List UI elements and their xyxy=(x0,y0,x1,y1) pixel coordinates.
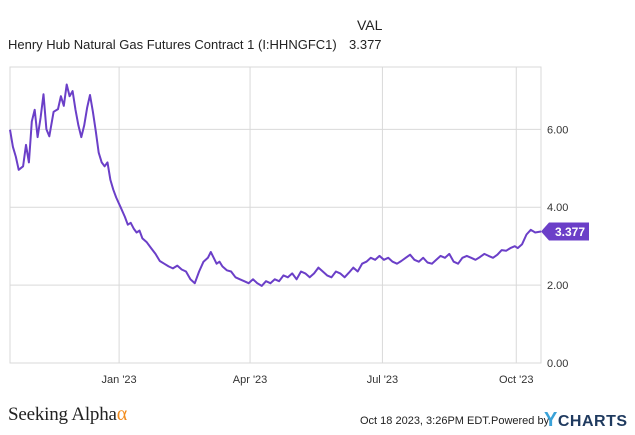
series-line xyxy=(9,83,542,287)
y-tick-label: 4.00 xyxy=(547,202,568,214)
grid-layer xyxy=(9,66,542,364)
series-layer xyxy=(9,83,542,287)
timestamp: Oct 18 2023, 3:26PM EDT. xyxy=(360,415,491,427)
x-tick-label: Oct '23 xyxy=(499,374,534,386)
series-label: Henry Hub Natural Gas Futures Contract 1… xyxy=(8,37,337,52)
seeking-alpha-logo-text: Seeking Alpha xyxy=(8,404,117,425)
seeking-alpha-logo: Seeking Alphaα xyxy=(8,403,127,426)
last-value-badge-shape xyxy=(541,222,589,241)
series-current-value: 3.377 xyxy=(349,37,382,52)
y-tick-label: 0.00 xyxy=(547,358,568,370)
x-tick-label: Apr '23 xyxy=(233,374,268,386)
x-axis-ticks: Jan '23 Apr '23 Jul '23 Oct '23 xyxy=(102,374,534,386)
x-tick-label: Jul '23 xyxy=(367,374,398,386)
powered-by-label: Powered by xyxy=(491,415,550,427)
value-column-header: VAL xyxy=(357,17,383,33)
alpha-icon: α xyxy=(116,403,128,425)
plot-frame xyxy=(9,66,542,364)
x-tick-label: Jan '23 xyxy=(102,374,137,386)
last-value-badge: 3.377 xyxy=(541,222,589,241)
y-tick-label: 6.00 xyxy=(547,124,568,136)
ycharts-logo: YCHARTS xyxy=(544,409,628,432)
chart-header: VAL Henry Hub Natural Gas Futures Contra… xyxy=(0,0,635,60)
y-axis-ticks: 0.00 2.00 4.00 6.00 xyxy=(547,124,568,370)
ycharts-logo-text: CHARTS xyxy=(557,413,628,430)
last-value-badge-label: 3.377 xyxy=(555,225,585,239)
y-tick-label: 2.00 xyxy=(547,280,568,292)
ycharts-y-icon: Y xyxy=(544,409,558,431)
